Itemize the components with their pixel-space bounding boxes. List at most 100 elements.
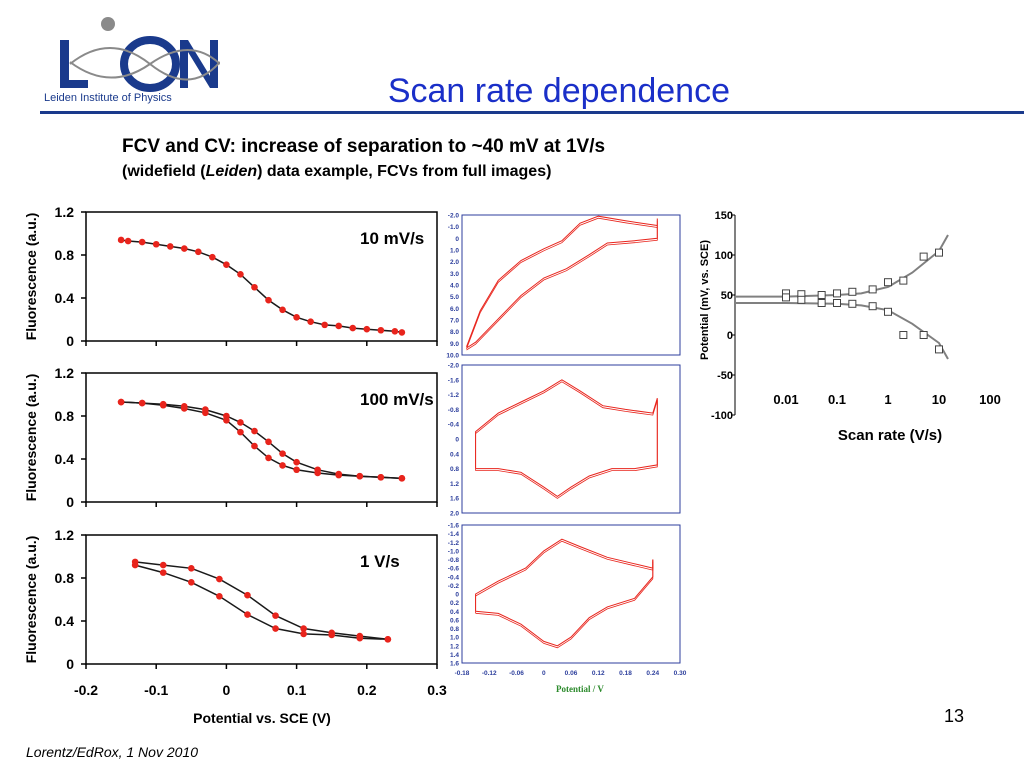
fcv-point-1-0-7 xyxy=(251,442,258,450)
fcv-point-1-1-1 xyxy=(377,473,385,481)
fcv-point-1-1-4 xyxy=(314,466,321,474)
fcv-point-0-0-20 xyxy=(391,328,399,335)
cv-xtick-label-4: 0.06 xyxy=(565,670,578,677)
fcv-ytick-label-0-2: 0.8 xyxy=(55,247,75,263)
logo-text: Leiden Institute of Physics xyxy=(44,92,172,104)
cv-ytick-label-1-10: 2.0 xyxy=(450,511,459,518)
cv-ytick-label-1-2: -1.2 xyxy=(448,392,460,399)
fcv-point-0-0-9 xyxy=(237,271,244,278)
fcv-fit-2-0 xyxy=(135,561,388,641)
logo-swoosh-2 xyxy=(69,49,220,79)
cv-ytick-label-0-10: 8.0 xyxy=(450,329,459,336)
cv-trace-b-2-1 xyxy=(475,561,654,649)
cv-ytick-label-2-13: 1.0 xyxy=(450,635,459,642)
cv-ytick-label-1-5: 0 xyxy=(455,437,459,444)
logo-letter-l xyxy=(60,40,69,88)
fcv-point-2-1-3 xyxy=(300,630,307,638)
cv-ytick-label-2-14: 1.2 xyxy=(450,643,459,650)
fcv-ytick-label-1-1: 0.4 xyxy=(55,451,75,467)
cv-ytick-label-1-7: 0.8 xyxy=(450,466,459,473)
cv-ytick-label-0-9: 7.0 xyxy=(450,318,459,325)
fcv-ytick-label-2-2: 0.8 xyxy=(55,570,75,586)
logo-letter-o xyxy=(120,36,180,92)
fcv-ytick-label-2-3: 1.2 xyxy=(55,527,75,543)
cv-charts: -2.0 -1.0 0 1.0 2.0 3.0 4.0 5.0 6.0 7.0 8.0 9.0 10.0… xyxy=(446,213,686,678)
cv-frame-0 xyxy=(461,214,681,356)
cv-frame-1 xyxy=(461,364,681,514)
trumpet-point-0-4 xyxy=(848,287,857,296)
cv-xtick-label-1: -0.12 xyxy=(482,670,497,677)
fcv-point-2-0-1 xyxy=(159,561,167,569)
cv-ytick-label-2-0: -1.6 xyxy=(448,523,460,530)
fcv-annotation-0: 10 mV/s xyxy=(360,229,424,248)
cv-ytick-label-0-11: 9.0 xyxy=(450,341,459,348)
fcv-point-0-0-1 xyxy=(124,237,132,245)
trumpet-ytick-label-0: 150 xyxy=(715,210,733,222)
fcv-point-2-0-4 xyxy=(244,591,251,599)
fcv-point-0-0-16 xyxy=(335,322,343,330)
fcv-point-1-0-8 xyxy=(265,454,272,462)
title-rule xyxy=(40,111,1024,114)
trumpet-xtick-label-2: 1 xyxy=(884,392,891,407)
fcv-point-0-0-4 xyxy=(166,243,174,250)
fcv-point-1-1-11 xyxy=(202,406,209,413)
fcv-point-1-1-5 xyxy=(293,458,300,466)
cv-trace-b-0-0 xyxy=(466,217,658,349)
trumpet-xtick-label-3: 10 xyxy=(932,392,946,407)
fcv-point-2-1-6 xyxy=(216,592,223,600)
fcv-point-1-1-7 xyxy=(265,438,272,446)
fcv-frame-2 xyxy=(85,534,438,665)
trumpet-chart: 150 100 50 0 -50 -100 0.01 0.1 1 10 100 Potential (… xyxy=(699,210,1001,444)
trumpet-point-0-7 xyxy=(899,276,908,285)
fcv-point-0-0-8 xyxy=(223,261,230,268)
fcv-annotation-1: 100 mV/s xyxy=(360,390,434,409)
fcv-point-2-1-1 xyxy=(356,634,364,642)
fcv-point-2-1-9 xyxy=(131,561,139,569)
fcv-point-0-0-19 xyxy=(377,326,385,334)
fcv-point-2-0-3 xyxy=(216,575,223,583)
cv-ytick-label-2-15: 1.4 xyxy=(450,652,459,659)
trumpet-ytick-label-2: 50 xyxy=(721,290,733,302)
fcv-point-1-1-9 xyxy=(237,419,244,426)
fcv-point-1-1-8 xyxy=(251,427,258,435)
cv-trace-1-1 xyxy=(475,398,658,498)
trumpet-point-0-2 xyxy=(817,291,826,299)
trumpet-point-1-7 xyxy=(899,331,908,339)
fcv-annotation-2: 1 V/s xyxy=(360,552,400,571)
cv-xtick-label-7: 0.24 xyxy=(646,670,659,677)
subheading-italic: Leiden xyxy=(205,163,258,180)
page-number: 13 xyxy=(943,706,964,726)
fcv-ytick-label-1-3: 1.2 xyxy=(55,365,75,381)
fcv-point-2-1-7 xyxy=(188,579,195,586)
cv-trace-b-0-1 xyxy=(466,220,658,351)
fcv-point-1-1-14 xyxy=(138,399,146,407)
lion-logo xyxy=(60,17,220,92)
cv-xtick-label-0: -0.18 xyxy=(455,670,470,677)
cv-ytick-label-2-10: 0.4 xyxy=(450,609,459,616)
fcv-point-1-0-9 xyxy=(279,462,286,469)
trumpet-ytick-label-3: 0 xyxy=(727,330,733,342)
cv-trace-0-1 xyxy=(466,218,658,349)
fcv-ytick-label-0-1: 0.4 xyxy=(55,290,75,306)
fcv-point-0-0-0 xyxy=(117,236,125,244)
trumpet-point-1-4 xyxy=(848,299,857,308)
trumpet-point-1-8 xyxy=(919,331,928,339)
trumpet-fit-upper xyxy=(735,234,949,298)
fcv-point-0-0-2 xyxy=(138,238,146,246)
cv-xlabel: Potential / V xyxy=(556,684,604,694)
fcv-ylabel-0: Fluorescence (a.u.) xyxy=(23,213,39,341)
cv-trace-0-0 xyxy=(466,215,658,347)
cv-ytick-label-0-2: 0 xyxy=(455,236,459,243)
fcv-ytick-label-1-2: 0.8 xyxy=(55,408,75,424)
fcv-fit-1-0 xyxy=(121,401,402,480)
fcv-ytick-label-0-0: 0 xyxy=(66,333,74,349)
cv-ytick-label-0-4: 2.0 xyxy=(450,259,459,266)
fcv-point-0-0-13 xyxy=(293,314,300,321)
fcv-ytick-label-1-0: 0 xyxy=(66,494,74,510)
fcv-ytick-label-2-0: 0 xyxy=(66,656,74,672)
fcv-point-0-0-7 xyxy=(209,253,216,261)
cv-ytick-label-2-2: -1.2 xyxy=(448,540,460,547)
fcv-xtick-label-0: -0.2 xyxy=(74,682,98,698)
fcv-point-2-1-4 xyxy=(272,625,279,632)
cv-ytick-label-1-8: 1.2 xyxy=(450,481,459,488)
